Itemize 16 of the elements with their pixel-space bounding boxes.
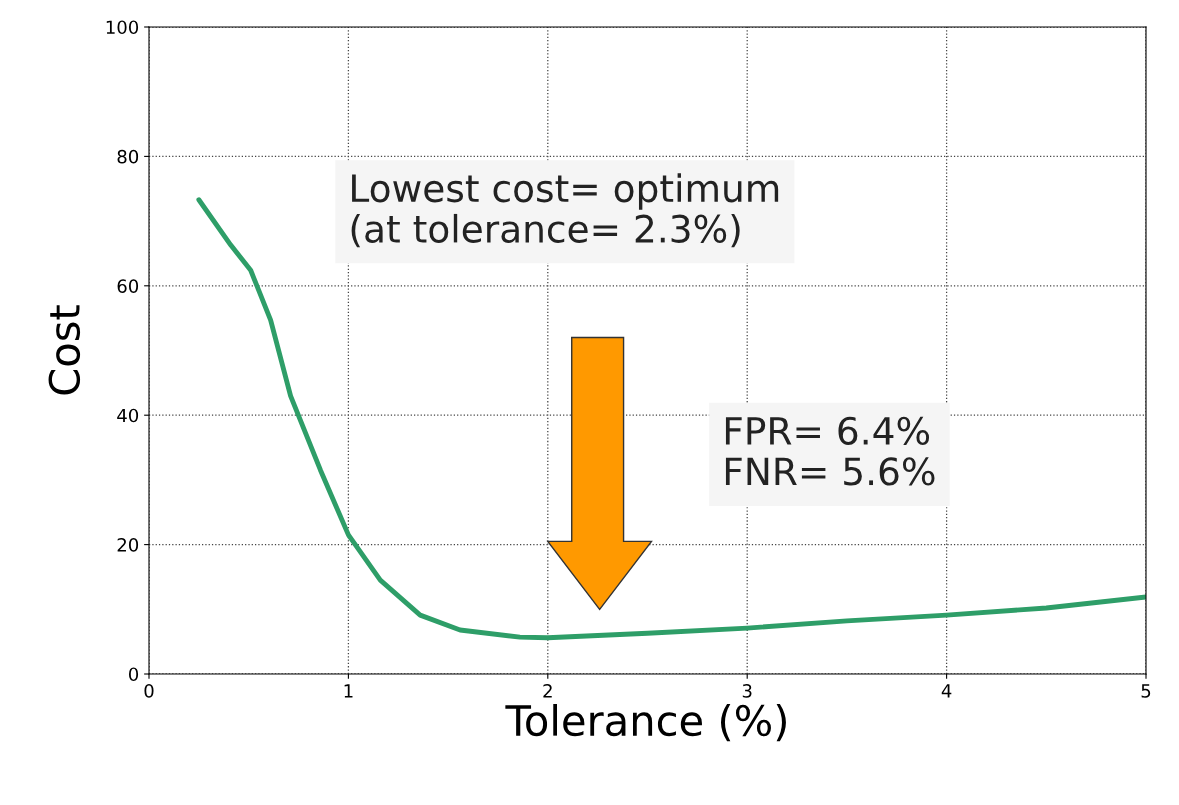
x-tick-label: 3 bbox=[742, 684, 752, 698]
y-tick-label: 100 bbox=[106, 20, 139, 35]
y-tick-label: 0 bbox=[128, 667, 139, 682]
x-tick-label: 0 bbox=[144, 684, 154, 698]
x-tick-label: 5 bbox=[1141, 684, 1151, 698]
y-tick-label: 80 bbox=[117, 149, 139, 164]
y-tick-label: 60 bbox=[117, 279, 139, 293]
y-tick-label: 40 bbox=[117, 408, 139, 423]
annotation: FPR= 6.4% FNR= 5.6% bbox=[725, 416, 935, 486]
x-tick-label: 1 bbox=[344, 684, 353, 698]
annotation: Lowest cost= optimum (at tolerance= 2.3%) bbox=[351, 173, 779, 248]
x-tick-label: 4 bbox=[941, 684, 952, 698]
y-axis-title: Cost bbox=[48, 305, 81, 395]
x-axis-title: Tolerance (%) bbox=[505, 703, 786, 742]
y-tick-label: 20 bbox=[117, 538, 139, 552]
x-tick-label: 2 bbox=[543, 684, 552, 698]
